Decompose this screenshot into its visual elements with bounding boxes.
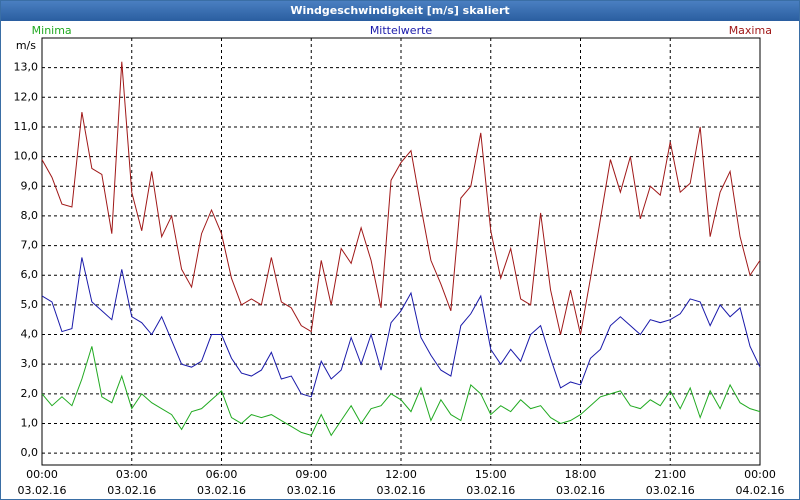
y-tick-label: 0,0 [21,446,39,459]
y-tick-label: 6,0 [21,268,39,281]
y-tick-label: 8,0 [21,209,39,222]
y-tick-label: 1,0 [21,416,39,429]
x-tick-label: 00:00 03.02.16 [18,468,67,497]
x-tick-label: 21:00 03.02.16 [646,468,695,497]
y-tick-label: 12,0 [14,90,39,103]
data-line [41,61,761,335]
y-tick-label: 13,0 [14,61,39,74]
x-tick-label: 00:00 04.02.16 [736,468,785,497]
x-tick-label: 03:00 03.02.16 [107,468,156,497]
y-tick-label: 2,0 [21,387,39,400]
y-axis-label: m/s [16,39,36,52]
y-tick-label: 4,0 [21,328,39,341]
y-tick-label: 11,0 [14,120,39,133]
y-tick-label: 3,0 [21,357,39,370]
x-tick-label: 18:00 03.02.16 [556,468,605,497]
y-tick-label: 5,0 [21,298,39,311]
x-tick-label: 06:00 03.02.16 [197,468,246,497]
x-tick-label: 12:00 03.02.16 [377,468,426,497]
legend-entry: Maxima [729,24,772,37]
y-tick-label: 10,0 [14,150,39,163]
title-bar: Windgeschwindigkeit [m/s] skaliert [1,1,799,21]
legend-entry: Minima [32,24,72,37]
data-line [41,346,761,437]
y-tick-label: 9,0 [21,179,39,192]
data-line [41,257,761,398]
y-tick-label: 7,0 [21,239,39,252]
x-tick-label: 09:00 03.02.16 [287,468,336,497]
x-tick-label: 15:00 03.02.16 [466,468,515,497]
legend-entry: Mittelwerte [370,24,433,37]
